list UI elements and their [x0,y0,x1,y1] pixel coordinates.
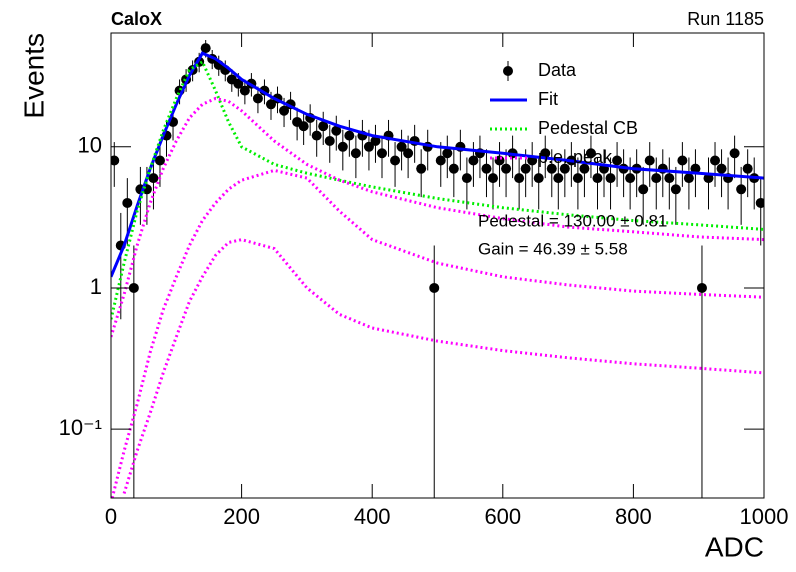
data-point [638,184,649,195]
data-point [337,141,348,152]
data-point [742,163,753,174]
data-point [612,155,623,166]
data-point [324,135,335,146]
x-tick-label: 800 [615,504,652,529]
x-axis-label: ADC [705,531,764,562]
x-tick-label: 1000 [740,504,789,529]
data-point [481,163,492,174]
data-point [683,173,694,184]
data-point [318,121,329,132]
plot-area [111,39,764,498]
data-point [625,173,636,184]
data-point [252,93,263,104]
y-tick-label: 1 [90,274,102,299]
dotted-curve [111,59,764,320]
frame [110,32,765,499]
data-point [592,173,603,184]
data-point [122,197,133,208]
data-point [605,173,616,184]
data-point [553,173,564,184]
y-tick-label: 10⁻¹ [59,415,102,440]
data-point [429,282,440,293]
data-point [736,184,747,195]
y-tick-label: 10 [78,133,102,158]
data-point [331,125,342,136]
data-point [488,173,499,184]
dotted-curve [111,168,764,498]
data-point [461,173,472,184]
data-point [585,148,596,159]
data-point [501,163,512,174]
data-point [111,155,120,166]
data-point [265,99,276,110]
y-axis-label: Events [18,33,49,119]
data-point [233,78,244,89]
data-point [468,155,479,166]
data-point [520,163,531,174]
data-point [148,173,159,184]
data-point [390,155,401,166]
data-point [416,163,427,174]
data-point [540,148,551,159]
data-point [344,130,355,141]
data-point [396,141,407,152]
data-point [533,173,544,184]
data-point [716,163,727,174]
x-tick-label: 200 [223,504,260,529]
data-point [298,121,309,132]
legend-label: p.e. peak [538,147,613,167]
data-point [755,197,764,208]
chart-title: CaloX [111,9,162,29]
data-point [559,163,570,174]
annotation: Pedestal = 130.00 ± 0.81 [478,211,667,230]
data-point [664,173,675,184]
data-point [546,163,557,174]
legend-label: Fit [538,89,558,109]
data-point [494,155,505,166]
data-point [363,141,374,152]
data-point [311,130,322,141]
data-point [690,163,701,174]
data-point [200,43,211,54]
data-point [350,148,361,159]
data-point [677,155,688,166]
chart-subtitle: Run 1185 [687,9,764,29]
x-tick-label: 400 [354,504,391,529]
data-point [442,148,453,159]
data-point [239,85,250,96]
legend-label: Pedestal CB [538,118,638,138]
data-point [651,173,662,184]
x-tick-label: 600 [484,504,521,529]
legend-marker [503,66,513,76]
legend-label: Data [538,60,577,80]
data-point [279,105,290,116]
data-point [154,155,165,166]
data-point [729,148,740,159]
annotation: Gain = 46.39 ± 5.58 [478,239,628,258]
data-point [514,173,525,184]
x-tick-label: 0 [105,504,117,529]
data-point [435,155,446,166]
data-point [579,163,590,174]
data-point [376,148,387,159]
dotted-curve [111,96,764,338]
data-point [710,155,721,166]
data-point [403,148,414,159]
data-point [128,282,139,293]
data-point [696,282,707,293]
data-point [448,163,459,174]
fit-curve [111,51,764,278]
data-point [644,155,655,166]
data-point [670,184,681,195]
data-point [370,135,381,146]
data-point [572,173,583,184]
